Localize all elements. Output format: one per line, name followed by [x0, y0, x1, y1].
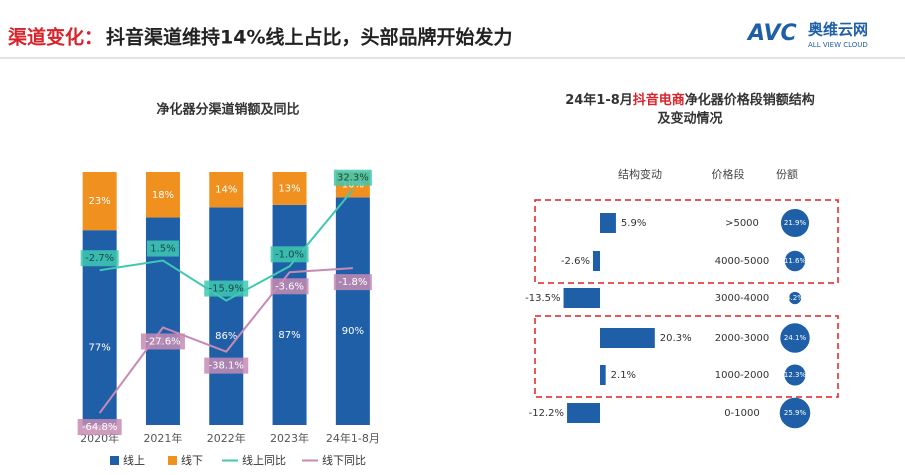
bubble-label: 21.9% [784, 219, 807, 227]
bubble [784, 250, 806, 272]
label-box [333, 274, 372, 291]
bar [567, 403, 600, 423]
chart-title: 净化器分渠道销额及同比 [156, 102, 299, 118]
highlight-box [534, 199, 839, 284]
bar-label: 77% [89, 343, 111, 354]
title: 抖音渠道维持14%线上占比，头部品牌开始发力 [106, 26, 512, 49]
x-tick-label: 2021年 [143, 431, 182, 445]
line-label: -38.1% [209, 361, 244, 372]
bar-label: 86% [215, 331, 237, 342]
label-box [80, 250, 119, 267]
x-tick-label: 2023年 [270, 431, 309, 445]
bubble [788, 291, 802, 305]
bar [600, 328, 655, 348]
bubble-label: 4.2% [786, 294, 804, 302]
line-label: -1.8% [338, 277, 367, 288]
title-part: 净化器价格段销额结构 [685, 92, 815, 108]
title-prefix: 渠道变化： [8, 26, 103, 49]
bar [272, 204, 307, 425]
label-box [77, 419, 122, 436]
line [99, 189, 354, 302]
category-label: >5000 [725, 218, 759, 229]
bar-label: 14% [215, 185, 237, 196]
line-label: -2.7% [85, 253, 114, 264]
label-box [146, 240, 179, 257]
bar [272, 172, 307, 205]
column-header: 份额 [776, 168, 798, 181]
column-header: 结构变动 [618, 167, 662, 181]
bar-label: 23% [89, 196, 111, 207]
bar-label: 13% [278, 183, 300, 194]
bubble [780, 208, 810, 238]
x-tick-label: 24年1-8月 [326, 431, 380, 445]
bar [592, 251, 600, 271]
bar-label: 18% [152, 190, 174, 201]
logo: AVC [746, 21, 797, 46]
bar [335, 197, 370, 425]
label-box [270, 278, 309, 295]
bar [600, 213, 616, 233]
logo-cn: 奥维云网 [808, 21, 868, 39]
legend-label: 线上 [123, 453, 145, 467]
bar [145, 172, 180, 218]
bar-label: 20.3% [660, 333, 692, 344]
line-label: 32.3% [337, 173, 369, 184]
label-box [333, 169, 372, 186]
chart-title: 及变动情况 [657, 111, 722, 127]
bar [209, 207, 244, 425]
category-label: 1000-2000 [715, 370, 770, 381]
legend-swatch [110, 456, 119, 465]
line-label: -27.6% [145, 336, 180, 347]
chart-title: 24年1-8月抖音电商净化器价格段销额结构 [565, 92, 815, 108]
label-box [140, 333, 185, 350]
label-box [270, 246, 309, 263]
highlight-box [534, 315, 839, 398]
bar-label: 90% [342, 326, 364, 337]
bar-label: -13.5% [525, 293, 560, 304]
bubble [780, 323, 810, 353]
line-label: -1.0% [275, 249, 304, 260]
bar-label: 5.9% [621, 218, 646, 229]
line-label: -64.8% [82, 422, 117, 433]
bar [209, 172, 244, 208]
title-part: 24年1-8月 [565, 92, 633, 108]
legend-label: 线上同比 [242, 453, 286, 467]
bar-label: -12.2% [529, 408, 564, 419]
x-tick-label: 2022年 [207, 431, 246, 445]
line-label: 1.5% [150, 244, 175, 255]
bar-label: 87% [278, 330, 300, 341]
bar [600, 365, 606, 385]
bubble-label: 24.1% [784, 334, 807, 342]
logo-en: ALL VIEW CLOUD [808, 41, 868, 49]
category-label: 0-1000 [724, 408, 759, 419]
line [98, 267, 353, 414]
label-box [204, 357, 249, 374]
title-part: 抖音电商 [633, 92, 685, 108]
bubble-label: 11.6% [784, 257, 807, 265]
line-label: -3.6% [275, 281, 304, 292]
legend-label: 线下同比 [322, 453, 366, 467]
legend-swatch [168, 456, 177, 465]
bubble [779, 397, 811, 429]
legend-label: 线下 [181, 453, 203, 467]
bubble-label: 12.3% [784, 371, 807, 379]
bar-label: -2.6% [561, 256, 590, 267]
bubble-label: 25.9% [784, 409, 807, 417]
bar-label: 2.1% [611, 370, 636, 381]
category-label: 2000-3000 [715, 333, 770, 344]
bubble [784, 364, 806, 386]
category-label: 3000-4000 [715, 293, 770, 304]
column-header: 价格段 [712, 167, 745, 181]
category-label: 4000-5000 [715, 256, 770, 267]
label-box [204, 280, 249, 297]
bar [563, 288, 600, 308]
bar [82, 172, 117, 231]
line-label: -15.9% [209, 284, 244, 295]
